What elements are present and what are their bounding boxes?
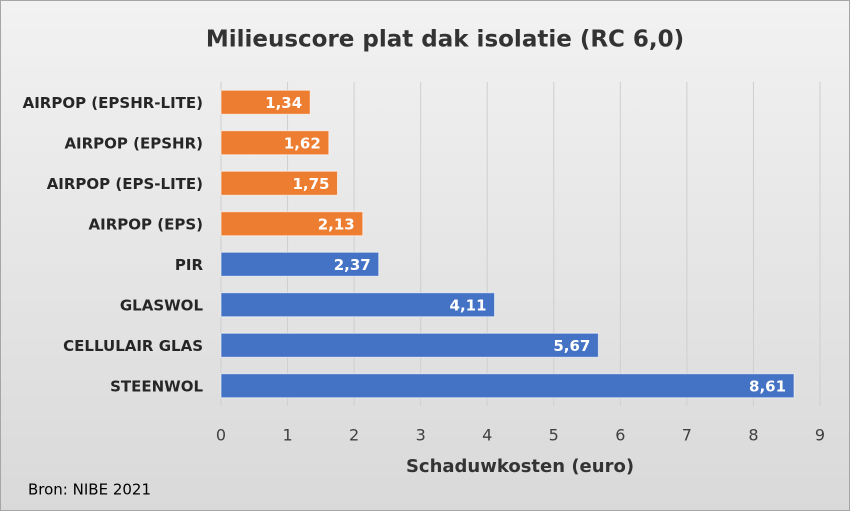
- value-label: 1,75: [292, 175, 329, 193]
- value-label: 2,37: [334, 256, 371, 274]
- value-label: 1,34: [265, 94, 302, 112]
- bar: [220, 332, 599, 358]
- value-label: 8,61: [749, 377, 786, 395]
- x-axis-label: Schaduwkosten (euro): [406, 456, 634, 477]
- value-label: 1,62: [284, 134, 321, 152]
- x-tick-label: 0: [216, 426, 226, 445]
- value-label: 4,11: [450, 296, 487, 314]
- y-tick-label: STEENWOL: [110, 377, 203, 395]
- x-tick-label: 8: [748, 426, 758, 445]
- x-tick-label: 1: [282, 426, 292, 445]
- x-tick-label: 2: [349, 426, 359, 445]
- x-tick-label: 7: [682, 426, 692, 445]
- x-tick-label: 9: [815, 426, 825, 445]
- y-tick-label: AIRPOP (EPS-LITE): [47, 175, 203, 193]
- source: Bron: NIBE 2021: [28, 481, 151, 499]
- bar: [220, 211, 364, 237]
- x-tick-label: 5: [549, 426, 559, 445]
- chart-title: Milieuscore plat dak isolatie (RC 6,0): [206, 27, 684, 53]
- value-label: 2,13: [318, 215, 355, 233]
- x-tick-label: 6: [615, 426, 625, 445]
- y-tick-label: CELLULAIR GLAS: [63, 337, 203, 355]
- bar: [220, 130, 330, 156]
- value-label: 5,67: [553, 337, 590, 355]
- bar: [220, 292, 496, 318]
- y-tick-label: GLASWOL: [120, 296, 204, 314]
- bar: [220, 89, 311, 115]
- bar: [220, 373, 795, 399]
- x-tick-label: 3: [416, 426, 426, 445]
- y-tick-label: AIRPOP (EPSHR-LITE): [23, 94, 203, 112]
- y-tick-label: AIRPOP (EPS): [89, 215, 203, 233]
- bar: [220, 251, 380, 277]
- x-tick-label: 4: [482, 426, 492, 445]
- y-tick-label: PIR: [175, 256, 204, 274]
- y-tick-label: AIRPOP (EPSHR): [64, 134, 203, 152]
- bar: [220, 170, 338, 196]
